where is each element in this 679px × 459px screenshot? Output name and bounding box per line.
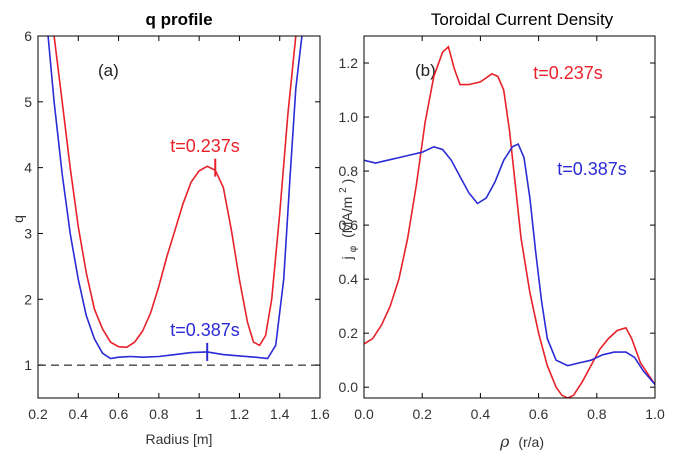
- y-tick-label: 0.4: [339, 271, 359, 287]
- x-tick-label: 1.0: [645, 406, 665, 422]
- series-line-0: [53, 36, 297, 349]
- y-axis-unit: (MA/m: [339, 197, 355, 238]
- x-tick-label: 1.4: [270, 406, 290, 422]
- y-tick-label: 0.0: [339, 379, 359, 395]
- rho-symbol: ρ: [499, 432, 510, 451]
- x-tick-label: 0.6: [109, 406, 129, 422]
- panel-label: (a): [98, 61, 119, 80]
- y-tick-label: 0.6: [339, 217, 359, 233]
- x-tick-label: 1: [195, 406, 203, 422]
- x-tick-label: 0.2: [412, 406, 432, 422]
- q-profile-chart: q profile Radius [m] q (a) t=0.237s t=0.…: [10, 10, 330, 447]
- chart-title: q profile: [145, 10, 212, 29]
- j-symbol: j: [339, 256, 355, 260]
- x-tick-label: 0.4: [69, 406, 89, 422]
- series-label-t0237: t=0.237s: [533, 63, 603, 83]
- series-line-0: [364, 45, 655, 398]
- y-axis-label: q: [10, 215, 26, 223]
- chart-title: Toroidal Current Density: [431, 10, 614, 29]
- y-axis-label: j φ (MA/m 2 ): [333, 179, 359, 261]
- y-tick-label: 4: [24, 160, 32, 176]
- y-tick-label: 1: [24, 357, 32, 373]
- phi-subscript: φ: [348, 245, 359, 252]
- x-tick-label: 0.4: [471, 406, 491, 422]
- x-tick-label: 0.2: [28, 406, 48, 422]
- x-axis-label: Radius [m]: [146, 431, 213, 447]
- unit-close: ): [339, 179, 355, 184]
- series-label-t0387: t=0.387s: [557, 159, 627, 179]
- x-tick-label: 0.6: [529, 406, 549, 422]
- y-tick-label: 5: [24, 94, 32, 110]
- y-tick-label: 1.2: [339, 55, 359, 71]
- x-tick-label: 1.6: [310, 406, 330, 422]
- y-tick-label: 3: [24, 225, 32, 241]
- axes-frame: [363, 35, 656, 399]
- x-tick-label: 0.0: [354, 406, 374, 422]
- x-tick-label: 0.8: [149, 406, 169, 422]
- panel-label: (b): [415, 61, 436, 80]
- y-tick-label: 2: [24, 291, 32, 307]
- y-tick-label: 0.8: [339, 163, 359, 179]
- series-line-1: [364, 143, 655, 386]
- axes-frame: [37, 35, 321, 399]
- x-tick-label: 1.2: [230, 406, 250, 422]
- y-tick-label: 1.0: [339, 109, 359, 125]
- y-tick-label: 0.2: [339, 325, 359, 341]
- y-tick-label: 6: [24, 28, 32, 44]
- series-label-t0387: t=0.387s: [170, 320, 240, 340]
- current-density-chart: Toroidal Current Density ρ (r/a) j φ (MA…: [333, 10, 665, 451]
- x-axis-label: ρ (r/a): [499, 432, 544, 451]
- x-axis-unit: (r/a): [518, 434, 544, 450]
- series-line-1: [47, 36, 303, 360]
- x-tick-label: 0.8: [587, 406, 607, 422]
- unit-superscript: 2: [338, 187, 349, 193]
- series-label-t0237: t=0.237s: [170, 136, 240, 156]
